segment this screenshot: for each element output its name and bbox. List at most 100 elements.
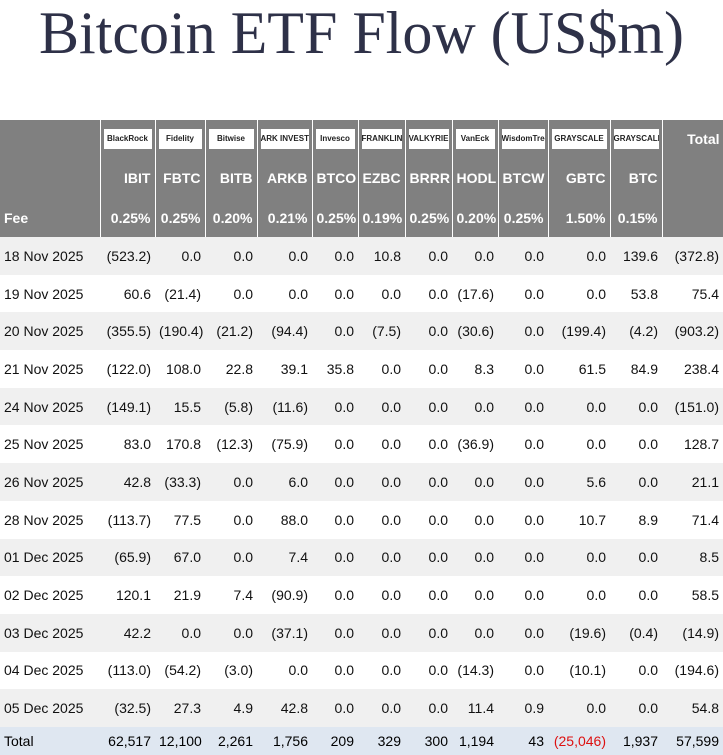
ticker-row: IBIT FBTC BITB ARKB BTCO EZBC BRRR HODL BTCW GBTC… [0, 158, 723, 198]
flow-cell: 5.6 [548, 463, 610, 501]
total-cell: 209 [312, 726, 358, 755]
corner-cell [0, 120, 101, 158]
flow-cell: 0.0 [405, 613, 452, 652]
flow-cell: (19.6) [548, 613, 610, 652]
flow-cell: 0.0 [205, 463, 257, 501]
flow-cell: 0.0 [334, 285, 354, 302]
flow-cell: 0.0 [381, 285, 401, 302]
flow-cell: 0.0 [312, 237, 358, 275]
issuer-logo: Fidelity [158, 129, 202, 149]
flow-cell: (90.9) [271, 587, 308, 604]
flow-cell: 6.0 [257, 463, 312, 501]
date: 19 Nov 2025 [4, 285, 84, 302]
data-row: 02 Dec 2025 120.1 21.9 7.4 (90.9) 0.0 0.0 0.0 0.… [0, 576, 723, 614]
flow-cell: 0.0 [358, 538, 405, 577]
flow-cell: (151.0) [662, 387, 723, 426]
flow-cell: (30.6) [452, 312, 498, 351]
flow-cell: 7.4 [257, 538, 312, 577]
data-row: 01 Dec 2025 (65.9) 67.0 0.0 7.4 0.0 0.0 0.0 0.0 0… [0, 538, 723, 577]
total-cell: 1,937 [610, 726, 662, 755]
flow-cell: (194.6) [674, 662, 719, 679]
flow-cell: 0.0 [288, 662, 308, 679]
flow-cell: (113.0) [107, 662, 151, 679]
logo-cell: VALKYRIE [405, 120, 453, 158]
data-row: 28 Nov 2025 (113.7) 77.5 0.0 88.0 0.0 0.0 0.0 0.… [0, 501, 723, 539]
flow-cell: 0.0 [610, 538, 662, 577]
fee-label: Fee [0, 198, 101, 237]
flow-cell: 42.2 [100, 613, 155, 652]
logo-cell: FRANKLIN TEMPLETON [358, 120, 406, 158]
flow-cell: 8.5 [662, 538, 723, 577]
ticker: ARKB [257, 158, 313, 198]
flow-cell: 0.0 [548, 387, 610, 426]
flow-cell: (5.8) [205, 387, 257, 426]
flow-cell: 0.0 [524, 587, 544, 604]
total-cell: 57,599 [662, 726, 723, 755]
ticker: BRRR [405, 158, 453, 198]
flow-cell: 39.1 [280, 360, 308, 377]
flow-cell: (3.0) [224, 662, 253, 679]
flow-cell: 120.1 [115, 587, 151, 604]
issuer-logo: GRAYSCALE [613, 129, 659, 149]
flow-cell: 0.0 [334, 662, 354, 679]
flow-cell: (37.1) [257, 613, 312, 652]
date: 05 Dec 2025 [0, 689, 100, 727]
flow-cell: 53.8 [630, 285, 658, 302]
fee-row: Fee 0.25% 0.25% 0.20% 0.21% 0.25% 0.19% 0.25% 0.… [0, 198, 723, 237]
flow-cell: 0.0 [312, 613, 358, 652]
flow-cell: (149.1) [100, 387, 155, 426]
flow-cell: 42.8 [257, 689, 312, 727]
flow-cell: 7.4 [233, 587, 253, 604]
flow-cell: 0.0 [312, 312, 358, 351]
flow-cell: 0.0 [452, 237, 498, 275]
date: 26 Nov 2025 [0, 463, 100, 501]
flow-cell: (14.9) [662, 613, 723, 652]
flow-cell: 4.9 [205, 689, 257, 727]
issuer-logo: WisdomTree [501, 129, 545, 149]
flow-cell: 0.0 [155, 613, 205, 652]
flow-cell: 10.8 [358, 237, 405, 275]
flow-cell: 128.7 [683, 436, 719, 453]
flow-cell: 0.0 [610, 463, 662, 501]
flow-cell: 75.4 [691, 285, 719, 302]
flow-cell: 0.0 [610, 387, 662, 426]
flow-cell: 21.1 [662, 463, 723, 501]
data-row: 03 Dec 2025 42.2 0.0 0.0 (37.1) 0.0 0.0 0.0 0.0 0… [0, 613, 723, 652]
flow-cell: 77.5 [173, 511, 201, 528]
fee: 0.15% [610, 198, 663, 237]
flow-cell: 0.0 [428, 285, 448, 302]
issuer-logo: VALKYRIE [408, 129, 449, 149]
date: 02 Dec 2025 [4, 587, 84, 604]
flow-cell: 22.8 [225, 360, 253, 377]
flow-cell: (7.5) [358, 312, 405, 351]
flow-cell: (17.6) [457, 285, 494, 302]
fee: 0.25% [498, 198, 549, 237]
flow-cell: 0.0 [334, 587, 354, 604]
flow-cell: 0.0 [452, 463, 498, 501]
total-row: Total 62,517 12,100 2,261 1,756 209 329 300 1,19… [0, 726, 723, 755]
flow-cell: 0.0 [428, 662, 448, 679]
flow-cell: 0.0 [205, 613, 257, 652]
flow-cell: 0.0 [524, 511, 544, 528]
total-label: Total [0, 726, 100, 755]
flow-cell: 0.0 [358, 463, 405, 501]
total-cell: 1,194 [452, 726, 498, 755]
issuer-logo: GRAYSCALE [551, 129, 607, 149]
total-cell: 43 [498, 726, 548, 755]
date: 24 Nov 2025 [0, 387, 100, 426]
flow-cell: (21.2) [205, 312, 257, 351]
fee: 0.20% [452, 198, 499, 237]
ticker: EZBC [358, 158, 406, 198]
flow-cell: 0.0 [405, 463, 452, 501]
total-cell: 329 [358, 726, 405, 755]
fee: 0.20% [205, 198, 258, 237]
flow-cell: 27.3 [155, 689, 205, 727]
data-row: 19 Nov 2025 60.6 (21.4) 0.0 0.0 0.0 0.0 0.0 (17.… [0, 275, 723, 313]
flow-cell: 0.0 [498, 538, 548, 577]
flow-cell: 0.0 [498, 312, 548, 351]
flow-cell: 0.0 [524, 436, 544, 453]
flow-cell: (12.3) [216, 436, 253, 453]
flow-cell: 139.6 [610, 237, 662, 275]
flow-cell: 0.0 [474, 511, 494, 528]
flow-cell: (190.4) [155, 312, 205, 351]
